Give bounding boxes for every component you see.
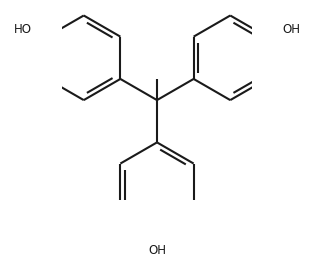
- Text: HO: HO: [14, 23, 32, 36]
- Text: OH: OH: [282, 23, 300, 36]
- Text: OH: OH: [148, 244, 166, 257]
